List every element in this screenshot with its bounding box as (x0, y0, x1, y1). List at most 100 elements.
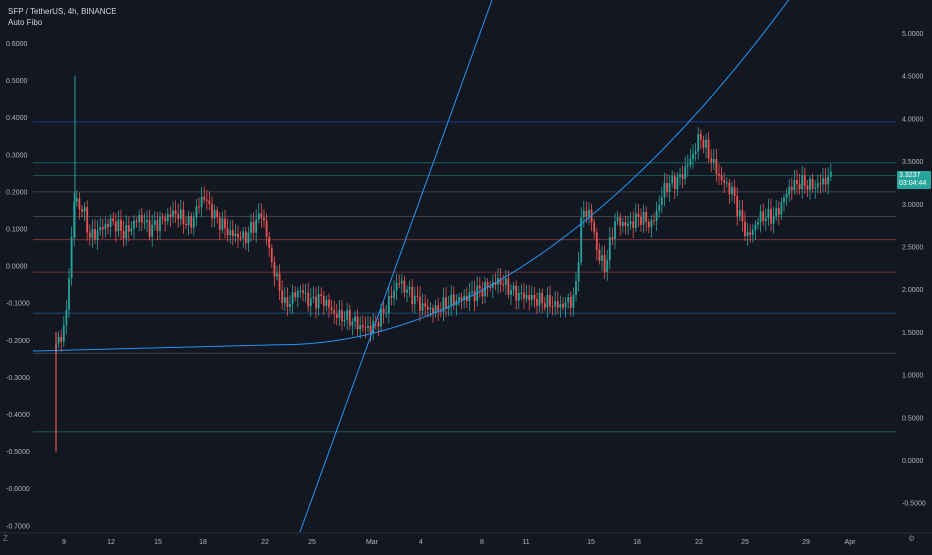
candle-body (333, 310, 336, 314)
candle-body (567, 297, 570, 303)
candle-body (315, 296, 317, 309)
candle-body (424, 303, 427, 307)
candle-body (153, 220, 156, 225)
candle-body (772, 216, 775, 224)
candle-body (393, 290, 395, 298)
candle-body (408, 286, 411, 290)
candle-body (460, 297, 463, 301)
candle-body (205, 199, 208, 201)
candle-body (785, 194, 788, 198)
candle-body (268, 236, 271, 248)
time-axis-tick: 8 (480, 539, 484, 546)
right-axis-tick: 1.5000 (902, 330, 924, 337)
indicator-label[interactable]: Auto Fibo (8, 18, 43, 27)
left-axis-tick: -0.3000 (6, 375, 30, 382)
candle-body (616, 217, 619, 222)
candle-body (593, 222, 596, 233)
candle-body (432, 307, 434, 313)
candle-body (328, 299, 330, 308)
candle-body (229, 230, 232, 236)
candle-body (354, 316, 356, 322)
candle-body (255, 219, 258, 233)
candle-body (200, 196, 203, 208)
candle-body (101, 227, 104, 230)
zoom-reset-button[interactable]: Z (3, 534, 8, 543)
candle-body (213, 210, 216, 219)
candle-body (660, 197, 663, 206)
candle-body (744, 221, 746, 237)
candle-body (192, 217, 195, 228)
candle-body (309, 298, 312, 307)
candle-body (507, 278, 510, 295)
candle-body (595, 232, 598, 250)
candle-body (775, 208, 778, 217)
candle-body (169, 214, 172, 217)
candle-body (109, 218, 112, 228)
candle-body (608, 237, 611, 261)
candle-body (369, 325, 372, 333)
right-axis-tick: -0.5000 (902, 501, 926, 508)
candle-body (380, 308, 382, 327)
candle-body (663, 183, 666, 198)
candle-body (286, 297, 289, 307)
candle-body (434, 305, 437, 313)
candle-body (164, 217, 167, 222)
candle-body (668, 183, 671, 192)
candle-body (78, 198, 81, 210)
candle-body (445, 297, 447, 309)
candle-body (289, 303, 291, 307)
candle-body (803, 175, 806, 186)
candle-body (250, 221, 252, 233)
last-price-value: 3.3237 (899, 172, 921, 179)
candle-body (463, 295, 466, 301)
candle-body (143, 221, 146, 223)
candle-body (647, 221, 650, 228)
candle-body (346, 310, 349, 321)
candle-body (122, 230, 125, 239)
candle-body (793, 180, 796, 191)
candle-body (585, 210, 588, 217)
gear-icon[interactable]: ⚙ (907, 534, 915, 543)
left-axis-tick: 0.5000 (6, 78, 28, 85)
candle-body (798, 183, 801, 190)
candle-body (481, 288, 484, 297)
time-axis-tick: 15 (587, 539, 595, 546)
candle-body (796, 180, 798, 184)
candle-body (385, 313, 388, 315)
candle-body (491, 282, 494, 288)
candle-body (242, 231, 245, 239)
candle-body (130, 228, 133, 232)
candle-body (107, 223, 109, 228)
candle-body (770, 208, 772, 224)
candle-body (452, 294, 455, 306)
candle-body (403, 280, 406, 293)
candle-body (702, 139, 705, 148)
candle-body (525, 295, 528, 299)
candle-body (151, 224, 154, 237)
candle-body (195, 206, 198, 218)
candle-body (203, 196, 206, 200)
time-axis-tick: Mar (366, 539, 379, 546)
candle-body (629, 221, 632, 224)
candle-body (270, 247, 273, 263)
candle-body (551, 306, 554, 308)
candle-body (68, 278, 70, 310)
candle-body (788, 186, 791, 195)
candle-body (645, 211, 648, 222)
candle-body (705, 139, 707, 148)
candle-body (694, 151, 697, 154)
candle-body (325, 299, 328, 306)
candle-body (351, 321, 354, 326)
candle-body (473, 291, 476, 301)
candle-body (281, 290, 284, 303)
symbol-title[interactable]: SFP / TetherUS, 4h, BINANCE (8, 7, 117, 16)
candle-body (809, 178, 811, 190)
candle-body (359, 325, 362, 330)
candle-body (790, 186, 793, 191)
candle-body (530, 295, 533, 301)
candle-body (390, 295, 393, 298)
candle-body (751, 229, 754, 235)
time-axis-tick: 18 (633, 539, 641, 546)
